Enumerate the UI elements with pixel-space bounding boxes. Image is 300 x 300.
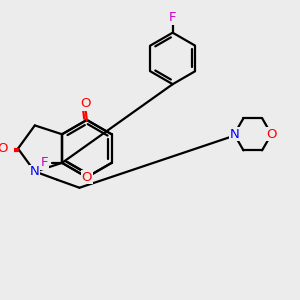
Text: N: N: [229, 128, 239, 141]
Text: F: F: [169, 11, 176, 24]
Text: F: F: [40, 156, 48, 170]
Text: N: N: [30, 165, 40, 178]
Text: O: O: [0, 142, 8, 155]
Text: O: O: [82, 171, 92, 184]
Text: O: O: [266, 128, 277, 141]
Text: O: O: [80, 97, 91, 110]
